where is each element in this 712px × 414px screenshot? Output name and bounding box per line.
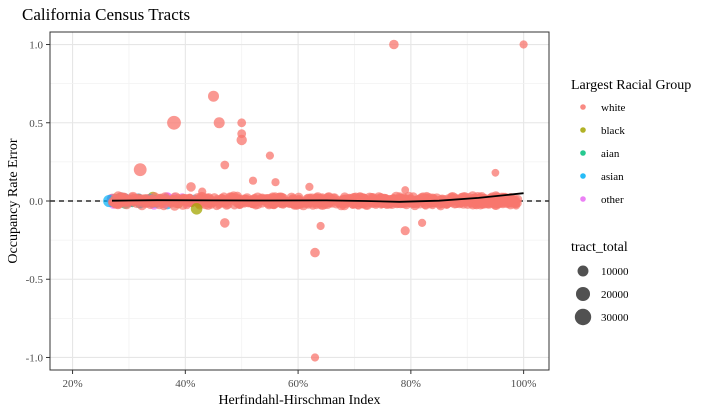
x-tick-label: 80%	[401, 378, 421, 390]
legend-label-other: other	[601, 194, 624, 206]
outlier-point	[316, 221, 325, 231]
outlier-point	[133, 163, 147, 177]
trend-line	[111, 192, 524, 203]
axes: 20% 40% 60% 80% 100% 1.0 0.5 0.0 -0.5 -1.0	[26, 40, 537, 390]
data-point	[118, 192, 129, 204]
size-legend-label: 10000	[601, 266, 629, 278]
legend-swatch-black	[580, 127, 586, 133]
color-legend-title: Largest Racial Group	[571, 78, 691, 93]
outlier-point	[400, 226, 410, 236]
outlier-point	[190, 203, 203, 215]
outlier-point	[271, 178, 280, 187]
outlier-point	[418, 218, 427, 227]
legend-swatch-other	[580, 196, 586, 202]
legend-label-black: black	[601, 125, 625, 137]
y-tick-label: 1.0	[29, 40, 43, 52]
data-point	[380, 194, 391, 205]
outlier-point	[198, 187, 207, 196]
outlier-point	[310, 247, 320, 258]
size-legend-label: 30000	[601, 312, 629, 324]
outlier-point	[208, 90, 219, 102]
size-legend-title: tract_total	[571, 240, 628, 255]
outlier-point	[167, 115, 181, 130]
outlier-point	[220, 218, 230, 228]
legend-swatch-white	[580, 104, 586, 110]
data-point	[157, 197, 167, 206]
data-point	[408, 192, 419, 202]
x-tick-label: 20%	[62, 378, 82, 390]
smoothed-trend-line	[111, 192, 524, 203]
outlier-point	[491, 168, 500, 177]
x-tick-label: 40%	[175, 378, 195, 390]
y-tick-label: 0.5	[29, 118, 43, 130]
outlier-point	[220, 160, 230, 170]
data-point	[289, 200, 299, 210]
y-tick-label: -0.5	[26, 274, 44, 286]
chart-title: California Census Tracts	[22, 5, 190, 24]
outlier-point	[265, 151, 274, 160]
outlier-point	[237, 118, 247, 128]
data-point	[437, 196, 448, 207]
y-tick-label: 0.0	[29, 196, 43, 208]
data-point	[216, 194, 227, 205]
x-tick-label: 60%	[288, 378, 308, 390]
data-point	[420, 198, 428, 206]
legend: Largest Racial Group white black aian asian o…	[571, 78, 691, 326]
outlier-point	[213, 117, 225, 129]
size-legend-swatch	[574, 308, 592, 326]
legend-swatch-asian	[580, 173, 586, 179]
size-legend-swatch	[577, 265, 589, 277]
outlier-point	[389, 39, 399, 50]
x-tick-label: 100%	[511, 378, 537, 390]
outlier-point	[236, 134, 247, 146]
data-point	[428, 196, 439, 208]
legend-label-asian: asian	[601, 171, 624, 183]
y-axis-title: Occupancy Rate Error	[6, 138, 21, 263]
data-point	[491, 200, 499, 208]
legend-swatch-aian	[580, 150, 586, 156]
outlier-point	[248, 176, 258, 185]
outlier-point	[186, 182, 196, 192]
data-point	[304, 193, 312, 202]
size-legend-swatch	[575, 286, 591, 302]
outlier-point	[519, 40, 528, 49]
data-point	[507, 196, 518, 208]
x-axis-title: Herfindahl-Hirschman Index	[218, 393, 380, 408]
y-tick-label: -1.0	[26, 352, 44, 364]
outlier-point	[305, 182, 314, 191]
data-point	[241, 197, 251, 207]
outlier-point	[310, 353, 320, 362]
legend-label-aian: aian	[601, 148, 620, 160]
data-point	[267, 193, 279, 205]
data-point	[177, 200, 188, 210]
legend-label-white: white	[601, 102, 626, 114]
size-legend-label: 20000	[601, 289, 629, 301]
outlier-point	[401, 186, 410, 194]
data-point	[298, 199, 309, 211]
